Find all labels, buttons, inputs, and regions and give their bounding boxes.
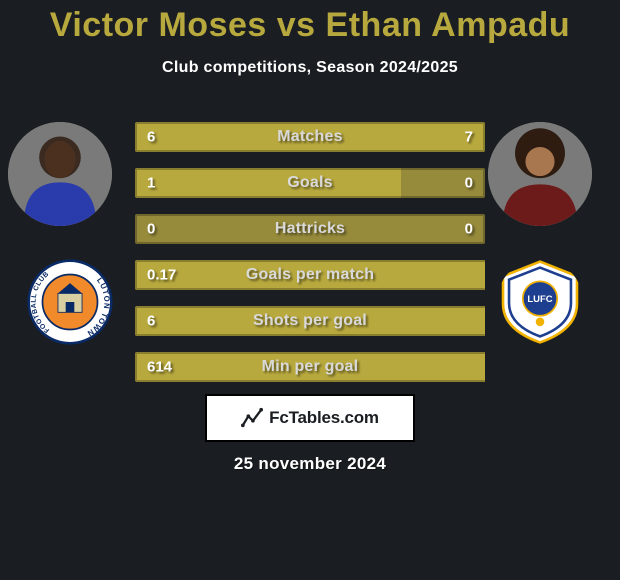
player2-name: Ethan Ampadu <box>326 6 571 44</box>
comparison-infographic: Victor Moses vs Ethan Ampadu Club compet… <box>0 0 620 580</box>
brand-text: FcTables.com <box>269 408 379 428</box>
vs-word: vs <box>277 6 316 44</box>
stat-row: 00Hattricks <box>135 214 485 244</box>
player1-name: Victor Moses <box>50 6 267 44</box>
player1-club-logo: LUTON TOWN FOOTBALL CLUB <box>27 259 113 345</box>
stat-fill-left <box>135 260 485 290</box>
player2-photo <box>488 122 592 226</box>
svg-text:LUFC: LUFC <box>527 294 552 305</box>
player2-club-logo: LUFC <box>497 259 583 345</box>
subtitle: Club competitions, Season 2024/2025 <box>0 59 620 77</box>
stat-row: 67Matches <box>135 122 485 152</box>
page-title: Victor Moses vs Ethan Ampadu <box>0 0 620 45</box>
stat-row: 10Goals <box>135 168 485 198</box>
player1-photo <box>8 122 112 226</box>
stat-row: 0.17Goals per match <box>135 260 485 290</box>
stats-container: 67Matches 10Goals 00Hattricks 0.17Goals per… <box>135 122 485 398</box>
stat-row: 6Shots per goal <box>135 306 485 336</box>
stats-icon <box>241 407 263 429</box>
stat-fill-left <box>135 306 485 336</box>
stat-fill-left <box>135 168 401 198</box>
stat-fill-left <box>135 352 485 382</box>
stat-fill-left <box>135 122 296 152</box>
date-text: 25 november 2024 <box>0 454 620 474</box>
stat-fill-right <box>296 122 485 152</box>
stat-row: 614Min per goal <box>135 352 485 382</box>
brand-box: FcTables.com <box>205 394 415 442</box>
